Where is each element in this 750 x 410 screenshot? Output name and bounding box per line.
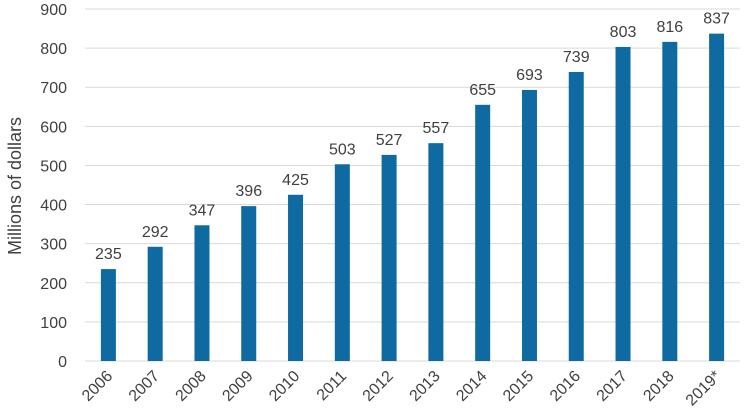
data-label: 739 [563,49,590,66]
data-label: 655 [469,82,496,99]
y-tick-label: 500 [40,158,67,175]
data-label: 292 [142,224,169,241]
x-tick-label: 2009 [219,368,256,405]
x-tick-label: 2019* [683,368,725,410]
gridlines [85,8,740,362]
data-label: 235 [95,246,122,263]
bar-2013 [428,143,444,361]
data-label: 396 [235,183,262,200]
bar-2007 [147,246,163,361]
bar-2010 [288,194,304,361]
bar-2008 [194,225,210,361]
y-tick-label: 400 [40,198,67,215]
y-tick-label: 700 [40,80,67,97]
y-tick-label: 300 [40,237,67,254]
bar-2015 [521,89,537,362]
data-label: 503 [329,141,356,158]
bar-2014 [475,104,491,362]
bar-2019* [709,33,725,361]
bar-2017 [615,46,631,362]
x-axis-ticks: 2006 2007 2008 2009 2010 2011 2012 2013 2014 2015… [79,368,724,410]
bar-2016 [568,71,584,362]
x-tick-label: 2010 [266,368,303,405]
data-label: 693 [516,67,543,84]
y-tick-label: 0 [58,354,67,371]
y-tick-label: 100 [40,315,67,332]
bars [100,33,725,362]
x-tick-label: 2014 [453,368,490,405]
bar-2006 [100,269,116,361]
x-tick-label: 2018 [640,368,677,405]
bar-2009 [241,206,257,361]
x-tick-label: 2008 [173,368,210,405]
y-tick-label: 900 [40,2,67,19]
data-label: 816 [656,19,683,36]
x-tick-label: 2016 [547,368,584,405]
y-tick-label: 200 [40,276,67,293]
x-tick-label: 2007 [126,368,163,405]
data-label: 347 [189,202,216,219]
x-tick-label: 2017 [594,368,631,405]
y-tick-label: 800 [40,41,67,58]
x-tick-label: 2013 [407,368,444,405]
y-axis-title: Millions of dollars [5,117,25,255]
x-tick-label: 2015 [500,368,537,405]
data-label: 557 [423,120,450,137]
data-labels: 235 292 347 396 425 503 527 557 655 693 739 803 816 8… [95,11,730,263]
data-label: 425 [282,172,309,189]
y-tick-label: 600 [40,119,67,136]
bar-2012 [381,154,397,361]
data-label: 837 [703,11,730,28]
x-tick-label: 2011 [314,368,350,404]
bar-2011 [334,164,350,361]
bar-2018 [662,41,678,361]
data-label: 803 [610,24,637,41]
data-label: 527 [376,132,403,149]
x-tick-label: 2006 [79,368,116,405]
x-tick-label: 2012 [360,368,397,405]
y-axis-ticks: 0 100 200 300 400 500 600 700 800 900 [40,2,67,371]
